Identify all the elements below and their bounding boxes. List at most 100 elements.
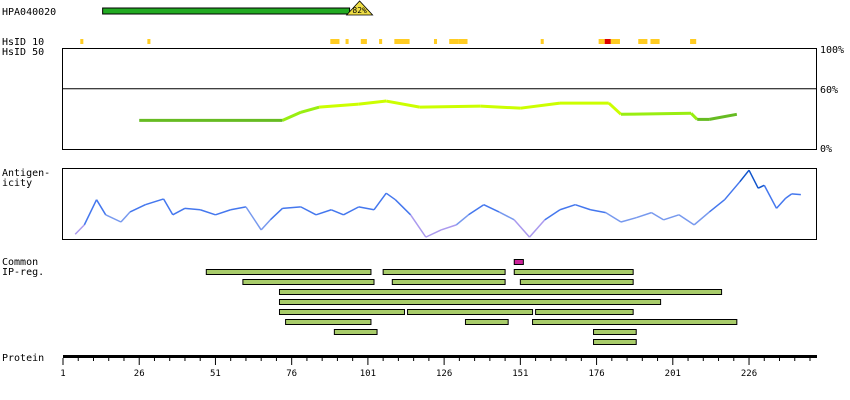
hsid50-label: HsID 50 [2, 47, 45, 58]
antigenicity-line-segment [757, 184, 765, 189]
ip-region-bar [333, 329, 378, 335]
antigenicity-line-segment [678, 214, 695, 226]
antigenicity-line-segment [260, 219, 271, 231]
ip-region-bar [382, 269, 506, 275]
antigenicity-line-segment [791, 193, 801, 196]
antibody-label: HPA040020 [2, 7, 57, 18]
identity-label: 82% [352, 6, 367, 15]
conservation-frame [62, 48, 817, 150]
antigenicity-line-segment [693, 211, 710, 226]
conservation-line-segment [709, 112, 738, 121]
hsid10-marker [610, 39, 620, 44]
ip-region-bar [593, 329, 637, 335]
antigenicity-line-segment [708, 199, 726, 213]
hsid10-marker [449, 39, 459, 44]
pct100-label: 100% [820, 45, 845, 56]
antigenicity-line-segment [331, 209, 344, 216]
conservation-line-segment [300, 105, 320, 114]
identity-triangle [345, 0, 374, 16]
pct60-label: 60% [820, 85, 839, 96]
antigenicity-line-segment [559, 204, 576, 211]
antigenicity-line-segment [651, 211, 665, 221]
antigenicity-line-segment [343, 206, 360, 216]
axis-tick-label: 226 [741, 369, 757, 379]
hsid10-marker [604, 39, 611, 44]
hsid10-marker [345, 39, 349, 44]
antigenicity-line-segment [635, 211, 652, 219]
axis-tick-label: 51 [210, 369, 221, 379]
antigenicity-line-segment [385, 192, 396, 201]
antigenicity-line-segment [300, 206, 317, 216]
axis-tick-label: 1 [60, 369, 65, 379]
conservation-line-segment [385, 99, 421, 109]
antigenicity-line-segment [468, 204, 485, 216]
antigenicity-line-segment [373, 192, 387, 211]
antigenicity-line-segment [605, 212, 622, 223]
conservation-line-segment [419, 104, 481, 109]
antigenicity-line-segment [775, 197, 787, 209]
antigenicity-line-segment [394, 199, 412, 216]
conservation-line-segment [520, 101, 561, 110]
conservation-line-segment [319, 102, 359, 109]
ip-region-bar [464, 319, 509, 325]
antigenicity-line-segment [483, 204, 500, 213]
hsid10-marker [379, 39, 383, 44]
antigenicity-line-segment [129, 204, 146, 213]
hsid10-marker [650, 39, 660, 44]
hsid10-marker [360, 39, 367, 44]
antigenicity-line-segment [748, 169, 759, 189]
antigenicity-line-segment [95, 199, 107, 216]
conservation-line-segment [620, 111, 692, 116]
antigenicity-line-segment [620, 216, 637, 223]
antigenicity-line-segment [215, 209, 231, 216]
axis-tick-label: 101 [360, 369, 376, 379]
antigenicity-label-1: Antigen- [2, 168, 51, 179]
ip-region-bar [513, 269, 634, 275]
antigenicity-line-segment [785, 193, 793, 199]
axis-tick-label: 76 [286, 369, 297, 379]
antigenicity-line-segment [282, 206, 301, 210]
protein-axis [63, 355, 817, 358]
antigenicity-line-segment [184, 207, 201, 211]
axis-tick-label: 176 [588, 369, 604, 379]
antigenicity-line-segment [528, 219, 546, 238]
antigenicity-frame [62, 168, 817, 240]
antigenicity-line-segment [172, 207, 186, 216]
hsid10-marker [540, 39, 544, 44]
antigenicity-line-segment [544, 209, 561, 221]
antigenicity-line-segment [724, 181, 741, 201]
ipreg-label: IP-reg. [2, 267, 45, 278]
axis-tick-label: 126 [436, 369, 452, 379]
axis-tick-label: 151 [512, 369, 528, 379]
hsid10-marker [690, 39, 697, 44]
conservation-line-segment [480, 104, 521, 110]
ip-region-bar [278, 299, 662, 305]
conservation-line-segment [607, 101, 622, 116]
antigenicity-line-segment [440, 224, 457, 231]
antigenicity-line-segment [83, 199, 98, 226]
antigenicity-line-segment [739, 169, 750, 183]
antigenicity-line-segment [455, 214, 469, 226]
antigenicity-line-segment [315, 209, 332, 216]
antigenicity-line-segment [574, 204, 591, 211]
conservation-line-segment [690, 112, 699, 121]
antigenicity-line-segment [409, 214, 427, 238]
hsid10-marker [394, 39, 404, 44]
ip-region-bar [407, 309, 534, 315]
antigenicity-line-segment [105, 214, 122, 223]
ip-region-bar [242, 279, 375, 285]
hsid10-marker [403, 39, 410, 44]
axis-tick-label: 26 [134, 369, 145, 379]
protein-label: Protein [2, 353, 45, 364]
antigenicity-line-segment [498, 211, 515, 221]
antigenicity-line-segment [120, 211, 131, 223]
antigenicity-line-segment [590, 209, 606, 214]
antigenicity-line-segment [358, 206, 375, 211]
ip-region-bar [519, 279, 634, 285]
antigenicity-line-segment [269, 207, 284, 221]
ip-region-bar [391, 279, 506, 285]
antigenicity-line-segment [763, 184, 778, 209]
hsid10-marker [433, 39, 438, 44]
